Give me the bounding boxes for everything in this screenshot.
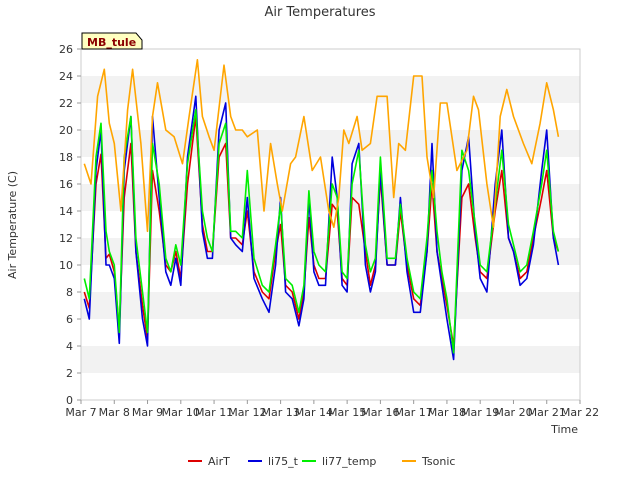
y-tick-label: 24 [59,70,73,83]
station-badge-shape [81,32,143,50]
x-tick-label: Mar 10 [162,406,200,419]
x-tick-label: Mar 16 [361,406,399,419]
legend-label: AirT [208,455,230,468]
legend: AirT li75_t li77_temp Tsonic [188,455,455,468]
plot-frame [80,48,581,401]
x-tick-label: Mar 21 [528,406,566,419]
x-tick-label: Mar 14 [295,406,333,419]
grid-band [81,130,580,157]
grid-band [81,103,580,130]
grid-band [81,238,580,265]
grid-band [81,346,580,373]
grid-band [81,373,580,400]
y-tick-label: 2 [66,367,73,380]
x-tick-label: Mar 19 [461,406,499,419]
x-tick-label: Mar 18 [428,406,466,419]
x-tick-label: Mar 12 [228,406,266,419]
y-tick-label: 18 [59,151,73,164]
x-tick-label: Mar 7 [65,406,96,419]
x-tick-label: Mar 17 [395,406,433,419]
y-tick-label: 12 [59,232,73,245]
series-line-li77_temp [83,109,560,354]
y-tick-label: 26 [59,43,73,56]
chart-title: Air Temperatures [264,5,375,20]
grid-band [81,49,580,76]
station-badge: MB_tule [81,32,143,50]
y-tick-label: 8 [66,286,73,299]
x-tick-label: Mar 20 [494,406,532,419]
grid-band [81,319,580,346]
y-tick-label: 20 [59,124,73,137]
grid-band [81,76,580,103]
y-axis-label: Air Temperature (C) [6,171,19,279]
y-tick-label: 6 [66,313,73,326]
x-tick-label: Mar 15 [328,406,366,419]
y-tick-label: 10 [59,259,73,272]
x-tick-label: Mar 11 [195,406,233,419]
grid-band [81,265,580,292]
legend-label: Tsonic [421,455,455,468]
station-badge-label: MB_tule [87,36,136,49]
y-tick-label: 16 [59,178,73,191]
y-tick-label: 22 [59,97,73,110]
series-line-tsonic [83,58,560,233]
x-tick-label: Mar 22 [561,406,599,419]
y-tick-label: 4 [66,340,73,353]
series-lines [83,58,560,361]
x-axis-label: Time [550,423,578,436]
x-tick-label: Mar 9 [132,406,163,419]
legend-label: li75_t [268,455,299,468]
series-line-li75_t [83,95,560,361]
y-tick-label: 14 [59,205,73,218]
legend-label: li77_temp [322,455,376,468]
grid-band [81,292,580,319]
x-tick-label: Mar 13 [261,406,299,419]
x-tick-label: Mar 8 [99,406,130,419]
y-tick-label: 0 [66,394,73,407]
